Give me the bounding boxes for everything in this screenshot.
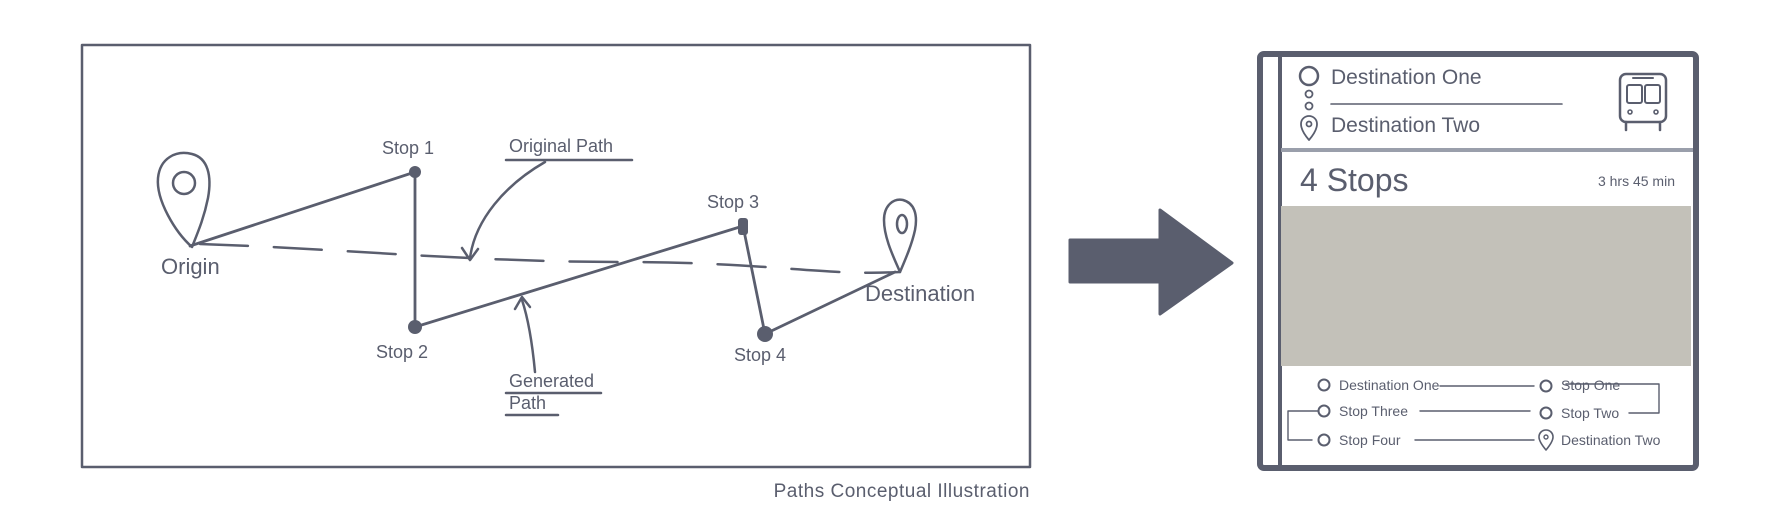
stop-2-dot: [408, 320, 422, 334]
to-field[interactable]: Destination Two: [1331, 114, 1480, 137]
original-path-label: Original Path: [509, 136, 613, 156]
destination-pin-icon: [1300, 115, 1318, 141]
route-item-col2-2[interactable]: Stop Two: [1561, 405, 1619, 421]
stop-circle-icon: [1317, 433, 1331, 447]
stop-4-dot: [757, 326, 773, 342]
route-dot-icon: [1304, 89, 1314, 99]
trip-duration: 3 hrs 45 min: [1598, 173, 1675, 189]
concept-frame: [80, 43, 1032, 469]
original-path-line: [198, 242, 902, 274]
bus-icon[interactable]: [1618, 72, 1668, 132]
stops-count-title: 4 Stops: [1300, 162, 1409, 198]
route-list: Destination One Stop Three Stop Four Sto…: [1287, 377, 1661, 451]
generated-path-label-line1: Generated: [509, 371, 594, 391]
origin-circle-icon: [1298, 65, 1320, 87]
stop-1-dot: [409, 166, 421, 178]
origin-pin-icon: [156, 151, 211, 249]
route-item-col2-1[interactable]: Stop One: [1561, 377, 1620, 393]
destination-label: Destination: [865, 281, 975, 306]
concept-illustration: Origin Destination Stop 1 Stop 2 Stop 3 …: [80, 43, 1032, 502]
original-path-callout-arrow: [460, 160, 547, 262]
phone-mockup: Destination One Destination Two 4 Stops …: [1257, 51, 1699, 471]
stop-3-dot: [738, 218, 748, 235]
stop-circle-icon: [1539, 379, 1553, 393]
concept-caption: Paths Conceptual Illustration: [774, 481, 1030, 502]
route-item-col1-2[interactable]: Stop Three: [1339, 403, 1408, 419]
route-item-col1-3[interactable]: Stop Four: [1339, 432, 1401, 448]
origin-label: Origin: [161, 254, 220, 279]
stop-4-label: Stop 4: [734, 345, 786, 365]
phone-frame: [1257, 51, 1699, 471]
generated-path-label-line2: Path: [509, 393, 546, 413]
route-dot-icon: [1304, 101, 1314, 111]
route-item-col1-1[interactable]: Destination One: [1339, 377, 1440, 393]
transition-arrow-icon: [1068, 208, 1234, 316]
stop-1-label: Stop 1: [382, 138, 434, 158]
from-field[interactable]: Destination One: [1331, 66, 1482, 89]
destination-pin-icon: [1538, 429, 1554, 451]
generated-path-line: [188, 170, 897, 336]
map-placeholder[interactable]: [1281, 206, 1691, 366]
stop-circle-icon: [1317, 378, 1331, 392]
generated-path-callout-arrow: [513, 295, 537, 374]
route-connector: [1287, 410, 1319, 441]
stop-2-label: Stop 2: [376, 342, 428, 362]
route-item-col2-3[interactable]: Destination Two: [1561, 432, 1661, 448]
stop-circle-icon: [1539, 406, 1553, 420]
stop-3-label: Stop 3: [707, 192, 759, 212]
destination-pin-icon: [882, 198, 918, 274]
stop-circle-icon: [1317, 404, 1331, 418]
route-connector: [1565, 383, 1660, 414]
